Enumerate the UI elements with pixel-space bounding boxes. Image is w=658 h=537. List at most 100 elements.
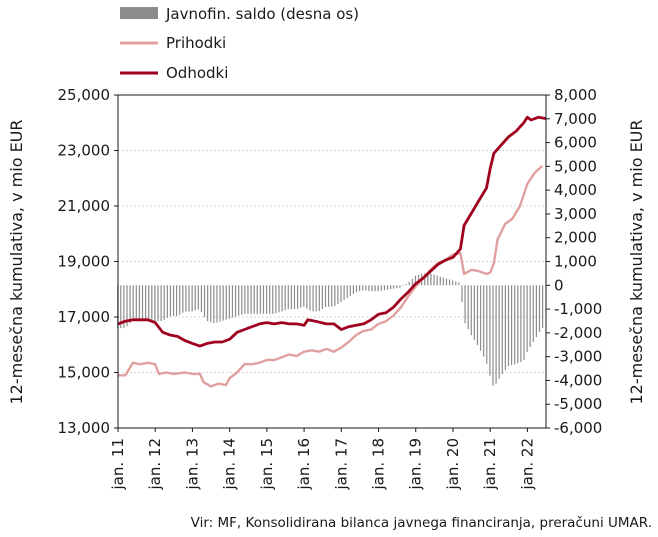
saldo-bar [362, 285, 364, 291]
saldo-bar [210, 285, 212, 323]
saldo-bar [383, 285, 386, 291]
x-tick-label: jan. 20 [444, 438, 462, 491]
saldo-bar [160, 285, 162, 321]
saldo-bar [510, 285, 513, 366]
saldo-bar [135, 285, 137, 321]
saldo-bar [132, 285, 134, 321]
saldo-bar [303, 285, 305, 307]
saldo-bar [321, 285, 323, 310]
saldo-bar [541, 285, 544, 329]
saldo-bar [498, 285, 500, 379]
saldo-bar [365, 285, 367, 291]
legend-label-prihodki: Prihodki [166, 34, 226, 52]
saldo-bar [176, 285, 178, 317]
saldo-bar [197, 285, 199, 310]
saldo-bar [129, 285, 131, 324]
saldo-bar [439, 276, 441, 286]
saldo-bar [247, 285, 249, 314]
saldo-bar [507, 285, 510, 367]
saldo-bar [371, 285, 373, 292]
saldo-bar [517, 285, 519, 364]
source-note: Vir: MF, Konsolidirana bilanca javnega f… [191, 515, 652, 531]
saldo-bar [334, 285, 336, 306]
saldo-bar [374, 285, 376, 292]
saldo-bar [216, 285, 218, 323]
saldo-bar [312, 285, 314, 312]
y-axis-left: 13,000 15,000 17,000 19,000 21,000 23,000 25,0… [58, 86, 118, 437]
x-tick-label: jan. 12 [146, 438, 164, 491]
saldo-bar [368, 285, 370, 291]
saldo-bar [172, 285, 175, 317]
saldo-bar [309, 285, 311, 311]
x-tick-label: jan. 16 [295, 438, 313, 491]
saldo-bars [117, 273, 544, 386]
saldo-bar [200, 285, 203, 313]
saldo-bar [411, 278, 413, 286]
saldo-bar [259, 285, 261, 314]
saldo-bar [501, 285, 503, 375]
series-line-prihodki [118, 164, 544, 388]
y-tick-label-right: 0 [554, 276, 564, 294]
saldo-bar [343, 285, 345, 300]
saldo-bar [393, 285, 395, 289]
saldo-bar [157, 285, 159, 321]
legend-swatch-saldo [120, 7, 158, 19]
saldo-bar [138, 285, 141, 321]
saldo-bar [269, 285, 271, 314]
y-tick-label-left: 23,000 [58, 142, 111, 160]
saldo-bar [185, 285, 187, 312]
saldo-bar [228, 285, 230, 319]
saldo-bar [324, 285, 327, 308]
y-tick-label-right: -1,000 [554, 300, 602, 318]
legend-label-odhodki: Odhodki [166, 64, 228, 82]
saldo-bar [355, 285, 358, 293]
saldo-bar [538, 285, 541, 333]
saldo-bar [327, 285, 330, 307]
saldo-bar [278, 285, 280, 313]
y-tick-label-right: 8,000 [554, 86, 597, 104]
saldo-bar [473, 285, 475, 341]
saldo-bar [296, 285, 299, 309]
saldo-bar [244, 285, 246, 314]
x-tick-label: jan. 11 [109, 438, 127, 491]
saldo-bar [256, 285, 258, 314]
saldo-bar [219, 285, 221, 322]
saldo-bar [346, 285, 348, 298]
saldo-bar [396, 285, 398, 289]
saldo-bar [340, 285, 342, 302]
y-tick-label-right: 2,000 [554, 229, 597, 247]
x-tick-label: jan. 19 [407, 438, 425, 491]
saldo-bar [126, 285, 128, 327]
saldo-bar [526, 285, 528, 352]
saldo-bar [483, 285, 485, 357]
saldo-bar [479, 285, 482, 351]
x-axis: jan. 11 jan. 12 jan. 13 jan. 14 jan. 15 jan. … [109, 428, 536, 491]
y-tick-label-right: -2,000 [554, 324, 602, 342]
y-tick-label-right: -3,000 [554, 348, 602, 366]
saldo-bar [166, 285, 168, 318]
saldo-bar [182, 285, 184, 313]
saldo-bar [442, 277, 444, 286]
saldo-bar [492, 285, 494, 386]
saldo-bar [458, 282, 460, 286]
saldo-bar [504, 285, 506, 371]
saldo-bar [380, 285, 382, 291]
x-tick-label: jan. 14 [221, 438, 239, 491]
saldo-bar [352, 285, 355, 295]
y-tick-label-right: 7,000 [554, 110, 597, 128]
y-tick-label-right: -6,000 [554, 419, 602, 437]
saldo-bar [532, 285, 534, 342]
y-tick-label-right: -4,000 [554, 371, 602, 389]
legend-label-saldo: Javnofin. saldo (desna os) [165, 5, 359, 23]
y-axis-right-title: 12-mesečna kumulativa, v mio EUR [627, 119, 646, 404]
saldo-bar [194, 285, 196, 311]
saldo-bar [120, 285, 122, 329]
saldo-bar [448, 279, 451, 286]
saldo-bar [265, 285, 268, 314]
saldo-bar [188, 285, 190, 312]
saldo-bar [331, 285, 333, 307]
saldo-bar [386, 285, 389, 290]
saldo-bar [455, 281, 457, 286]
y-tick-label-left: 19,000 [58, 253, 111, 271]
saldo-bar [290, 285, 292, 310]
